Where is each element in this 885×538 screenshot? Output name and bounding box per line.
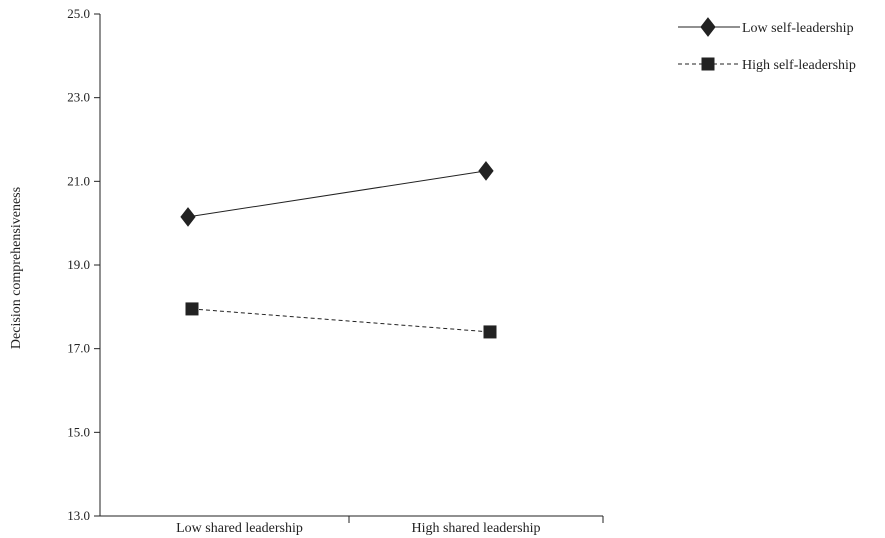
series-high-self-leadership — [185, 302, 497, 339]
legend-square-marker — [701, 57, 715, 71]
x-category-label: Low shared leadership — [176, 521, 303, 536]
square-point — [185, 302, 199, 316]
legend-label: High self-leadership — [742, 58, 856, 73]
y-tick-label: 15.0 — [67, 424, 90, 439]
legend: Low self-leadership High self-leadership — [678, 17, 856, 73]
diamond-point — [478, 161, 494, 181]
legend-label: Low self-leadership — [742, 21, 854, 36]
y-axis: 13.0 15.0 17.0 19.0 21.0 23.0 25.0 — [67, 6, 101, 523]
y-tick-label: 21.0 — [67, 173, 90, 188]
y-tick-label: 19.0 — [67, 257, 90, 272]
x-category-label: High shared leadership — [411, 521, 540, 536]
diamond-point — [180, 207, 196, 227]
x-axis: Low shared leadership High shared leaders… — [100, 515, 604, 536]
series-line — [191, 308, 491, 333]
y-tick-label: 17.0 — [67, 341, 90, 356]
y-tick-label: 13.0 — [67, 508, 90, 523]
series-low-self-leadership — [180, 161, 494, 227]
y-tick-label: 23.0 — [67, 90, 90, 105]
square-point — [483, 325, 497, 339]
series-line — [187, 170, 487, 218]
legend-item: High self-leadership — [678, 57, 856, 73]
legend-diamond-marker — [700, 17, 716, 37]
series-layer — [180, 161, 497, 339]
y-axis-title: Decision comprehensiveness — [9, 187, 24, 349]
y-tick-label: 25.0 — [67, 6, 90, 21]
legend-item: Low self-leadership — [678, 17, 854, 37]
